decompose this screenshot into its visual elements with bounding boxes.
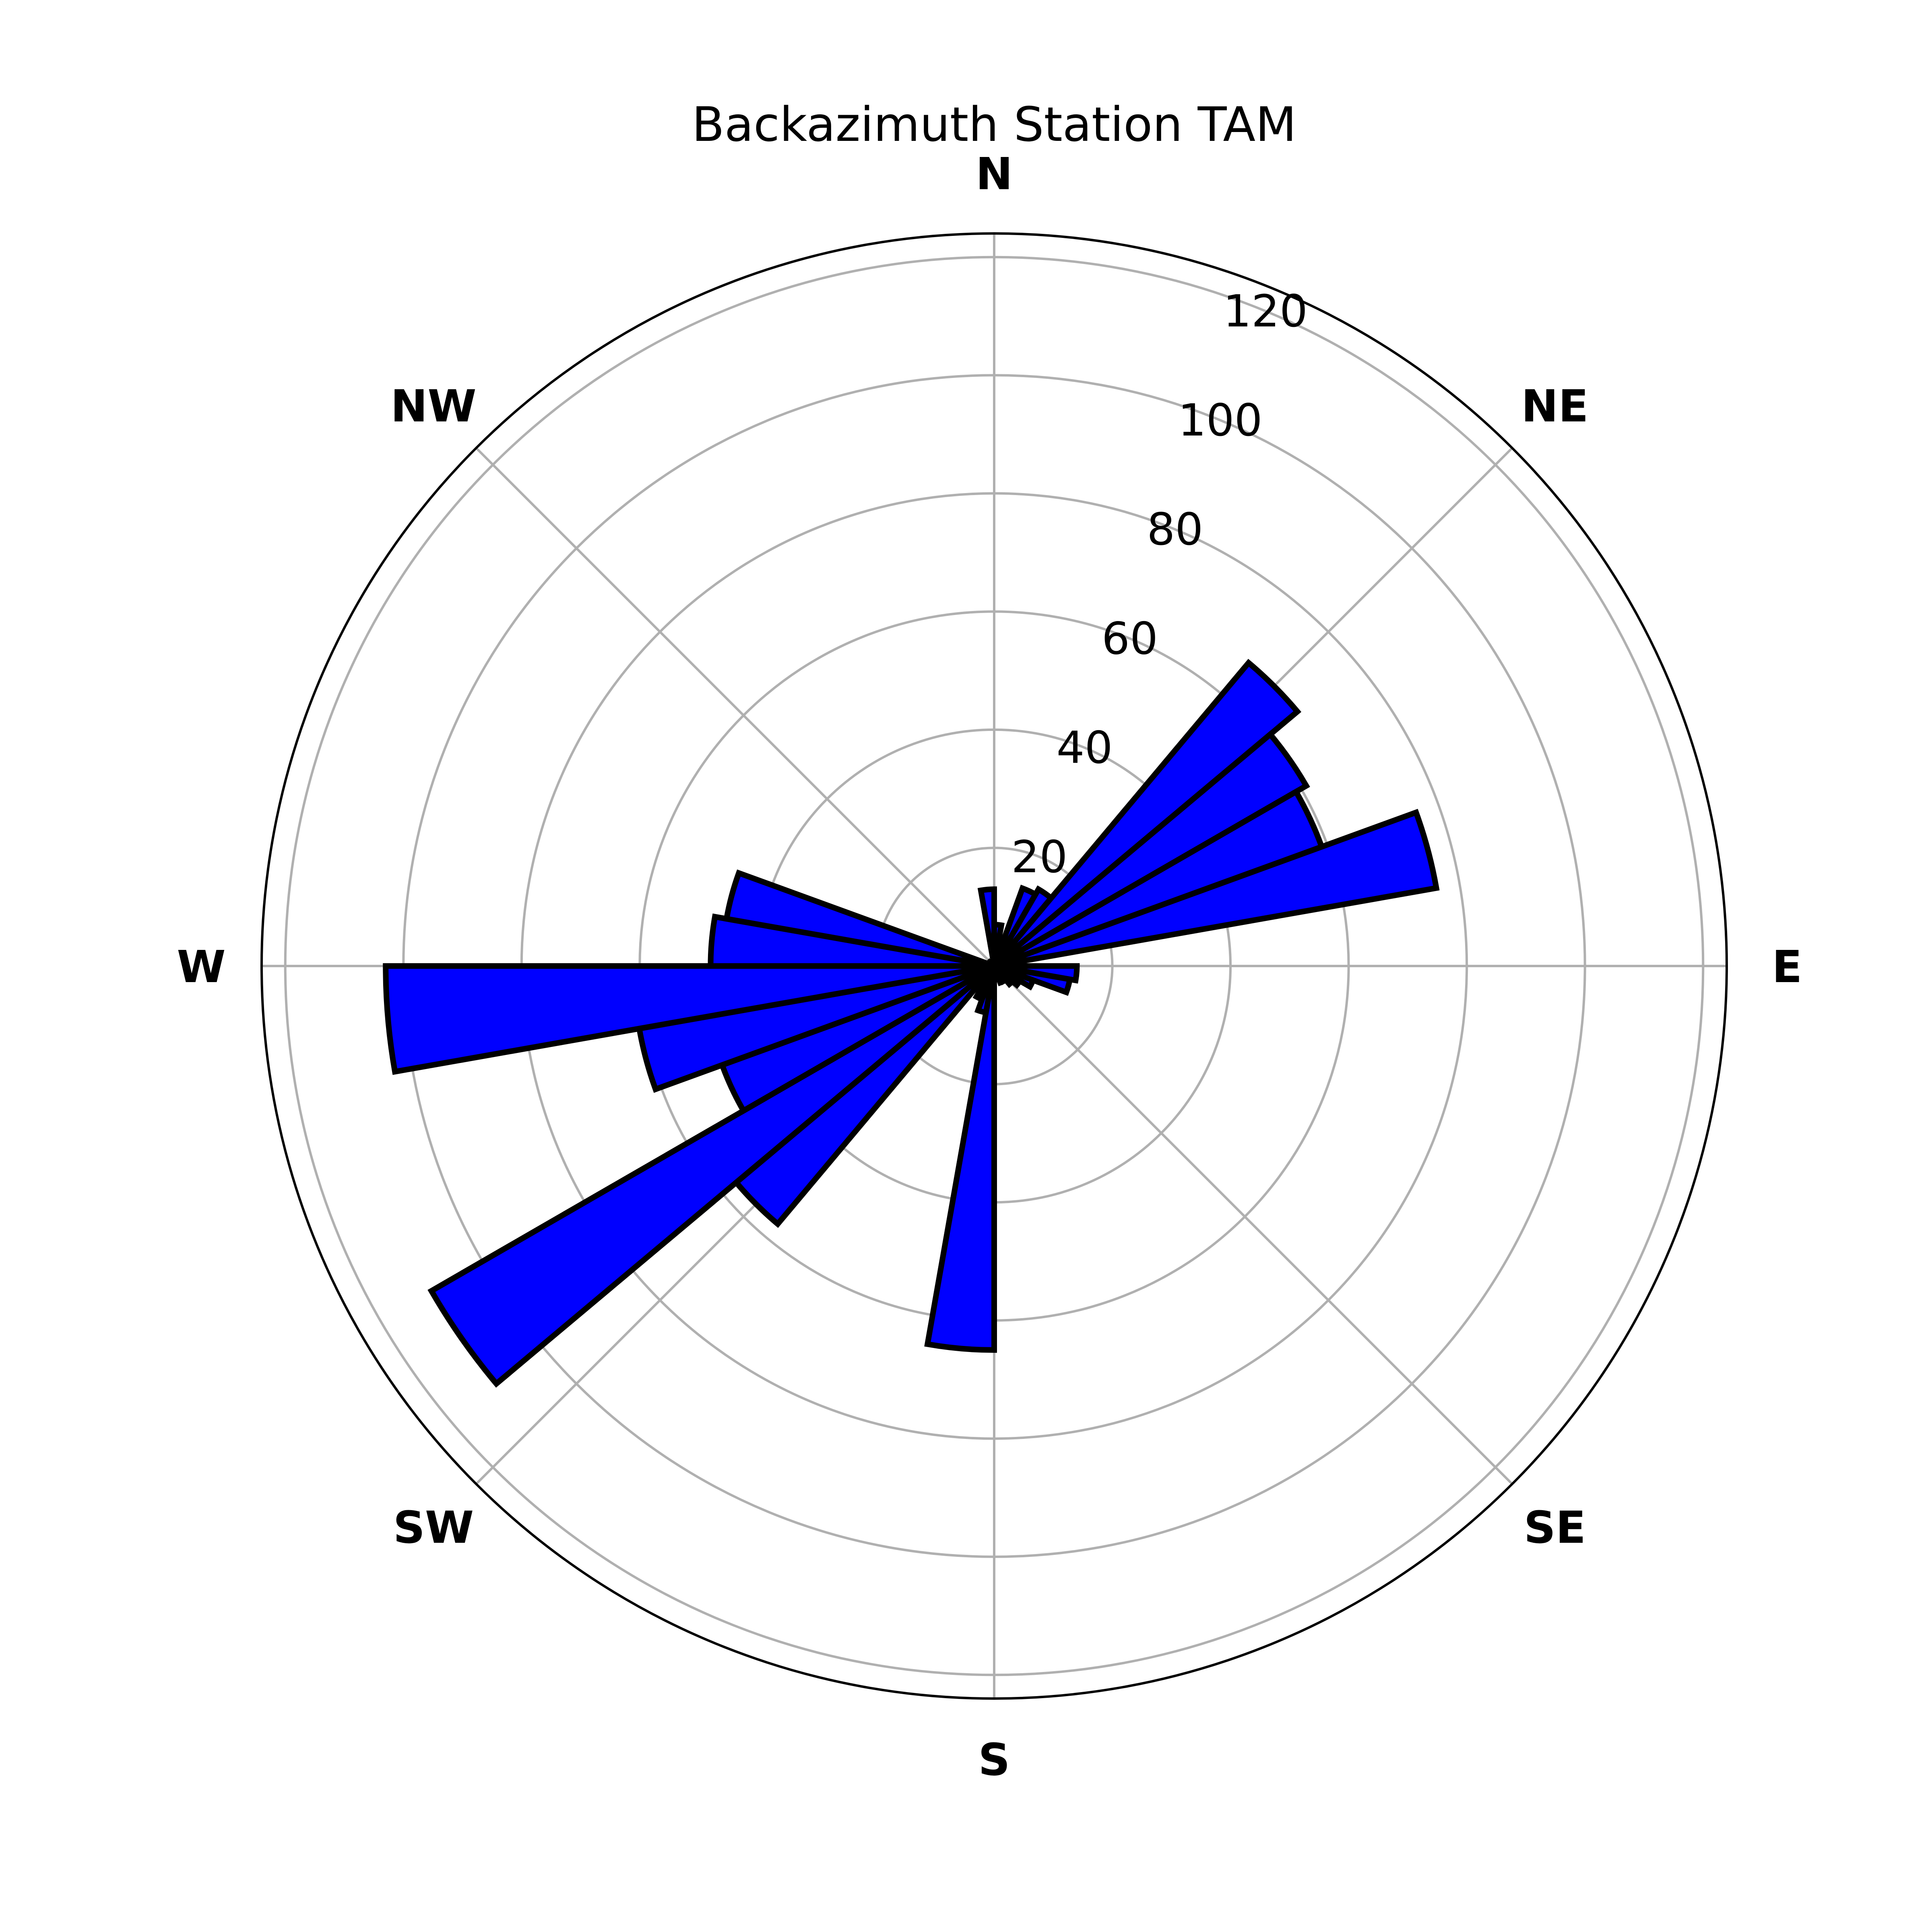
radial-tick-label-100: 100 [1178, 394, 1263, 446]
outer-frame [260, 232, 1728, 1700]
direction-label-s: S [978, 1734, 1010, 1785]
rose-bar-230deg [427, 963, 996, 1388]
direction-label-e: E [1772, 941, 1802, 993]
rose-bar-280deg [723, 869, 995, 969]
radial-tick-labels: 20 40 60 80 100 120 [1011, 285, 1308, 883]
bars-layer [383, 658, 1440, 1388]
rose-bar-40deg [992, 658, 1302, 968]
direction-label-ne: NE [1521, 380, 1588, 432]
chart-title: Backazimuth Station TAM [692, 97, 1296, 152]
rose-bar-260deg [383, 963, 995, 1075]
grid-spoke-nw [475, 447, 995, 967]
radial-tick-label-40: 40 [1057, 722, 1113, 774]
direction-label-nw: NW [390, 380, 476, 432]
radial-tick-label-20: 20 [1011, 831, 1067, 883]
radial-tick-label-80: 80 [1147, 504, 1203, 555]
direction-label-sw: SW [393, 1502, 474, 1553]
rose-bar-50deg [992, 730, 1310, 969]
direction-label-w: W [177, 941, 225, 993]
direction-label-se: SE [1524, 1502, 1586, 1553]
rose-bar-350deg [977, 886, 997, 967]
rose-bar-70deg [993, 809, 1440, 969]
grid-spoke-se [993, 965, 1513, 1485]
direction-label-n: N [976, 148, 1013, 200]
radial-tick-label-60: 60 [1102, 613, 1158, 664]
direction-labels: N NE E SE S SW W NW [177, 148, 1802, 1785]
rose-bar-180deg [924, 965, 997, 1353]
radial-tick-label-120: 120 [1223, 285, 1308, 337]
